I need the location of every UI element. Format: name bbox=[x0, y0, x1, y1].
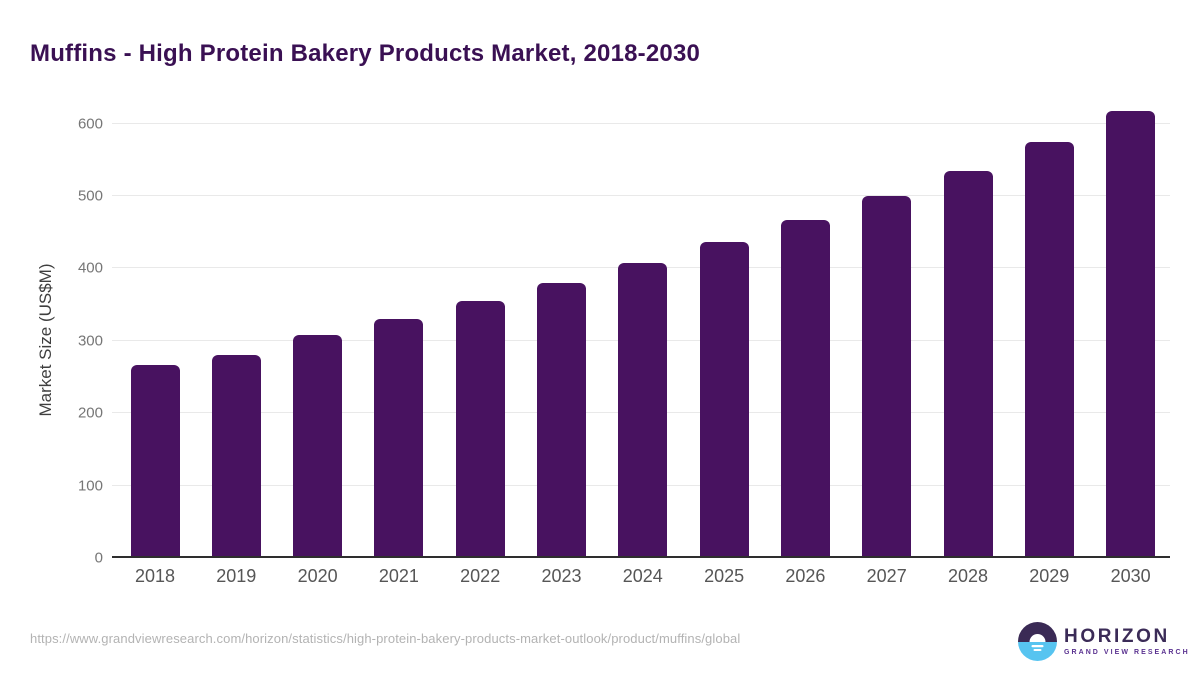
x-axis-labels: 2018 2019 2020 2021 2022 2023 2024 2025 2026 2027… bbox=[112, 566, 1170, 592]
bar-2021 bbox=[374, 319, 424, 558]
bar-2030 bbox=[1106, 111, 1156, 558]
bar-chart: Market Size (US$M) 0 100 200 300 400 500 600 bbox=[0, 100, 1200, 566]
y-tick-label: 300 bbox=[77, 332, 103, 350]
bar-2028 bbox=[943, 170, 993, 558]
x-tick-label: 2026 bbox=[785, 566, 826, 586]
sun-horizon-icon bbox=[1018, 622, 1057, 661]
bar-2024 bbox=[618, 263, 668, 558]
bar-2022 bbox=[455, 300, 505, 558]
x-tick-label: 2027 bbox=[866, 566, 907, 586]
y-tick-label: 500 bbox=[77, 187, 103, 205]
x-tick-label: 2020 bbox=[297, 566, 338, 586]
logo-wordmark: HORIZON GRAND VIEW RESEARCH bbox=[1064, 627, 1190, 656]
plot-area bbox=[112, 100, 1170, 558]
x-tick-label: 2030 bbox=[1110, 566, 1151, 586]
source-url: https://www.grandviewresearch.com/horizo… bbox=[30, 631, 741, 646]
bar-2027 bbox=[862, 195, 912, 558]
x-tick-label: 2024 bbox=[622, 566, 663, 586]
x-tick-label: 2025 bbox=[704, 566, 745, 586]
x-tick-label: 2023 bbox=[541, 566, 582, 586]
logo-subtitle: GRAND VIEW RESEARCH bbox=[1064, 649, 1190, 656]
bar-2029 bbox=[1024, 142, 1074, 558]
x-tick-label: 2019 bbox=[216, 566, 257, 586]
y-tick-label: 100 bbox=[77, 477, 103, 495]
y-tick-label: 400 bbox=[77, 259, 103, 277]
bar-2023 bbox=[537, 282, 586, 558]
page-title: Muffins - High Protein Bakery Products M… bbox=[30, 40, 701, 68]
x-tick-label: 2021 bbox=[378, 566, 419, 586]
bar-2026 bbox=[780, 219, 830, 558]
x-tick-label: 2029 bbox=[1029, 566, 1070, 586]
bar-2025 bbox=[699, 242, 749, 558]
gridline bbox=[112, 122, 1170, 124]
bar-2019 bbox=[211, 355, 261, 558]
y-tick-label: 200 bbox=[77, 404, 103, 422]
horizon-logo: HORIZON GRAND VIEW RESEARCH bbox=[1018, 622, 1190, 661]
y-tick-label: 600 bbox=[77, 115, 103, 132]
logo-name: HORIZON bbox=[1064, 626, 1170, 647]
x-tick-label: 2018 bbox=[134, 566, 176, 586]
y-axis-ticks: 0 100 200 300 400 500 600 bbox=[0, 100, 103, 566]
bar-2018 bbox=[130, 364, 180, 558]
y-tick-label: 0 bbox=[94, 549, 103, 567]
x-axis-line bbox=[112, 556, 1170, 558]
x-tick-label: 2028 bbox=[947, 566, 989, 586]
gridline bbox=[112, 194, 1170, 196]
x-tick-label: 2022 bbox=[460, 566, 501, 586]
bar-2020 bbox=[293, 334, 343, 558]
